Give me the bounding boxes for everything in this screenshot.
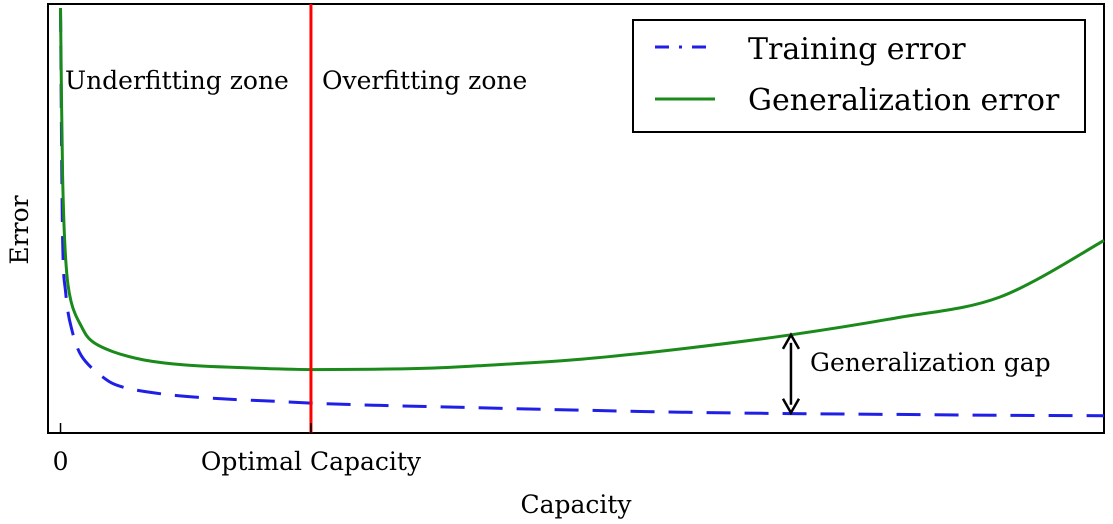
gap-arrow-head-top [781,332,801,350]
annotation-layer [309,4,801,433]
gap-arrow-head-bottom [781,398,801,416]
legend: Training error Generalization error [632,19,1086,133]
training-error-line [59,7,1105,418]
legend-generalization-label: Generalization error [748,83,1060,118]
tick-layer: 0 Optimal Capacity [53,423,422,476]
generalization-gap-label: Generalization gap [810,348,1051,377]
plot-frame [47,3,1105,434]
legend-box [632,19,1086,133]
x-tick-label-zero: 0 [53,447,69,476]
overfitting-zone-label: Overfitting zone [322,66,527,95]
x-axis-label: Capacity [520,490,632,519]
y-axis-label: Error [5,195,34,264]
x-tick-label-optimal: Optimal Capacity [201,447,422,476]
underfitting-zone-label: Underfitting zone [65,66,289,95]
legend-training-label: Training error [748,32,966,67]
